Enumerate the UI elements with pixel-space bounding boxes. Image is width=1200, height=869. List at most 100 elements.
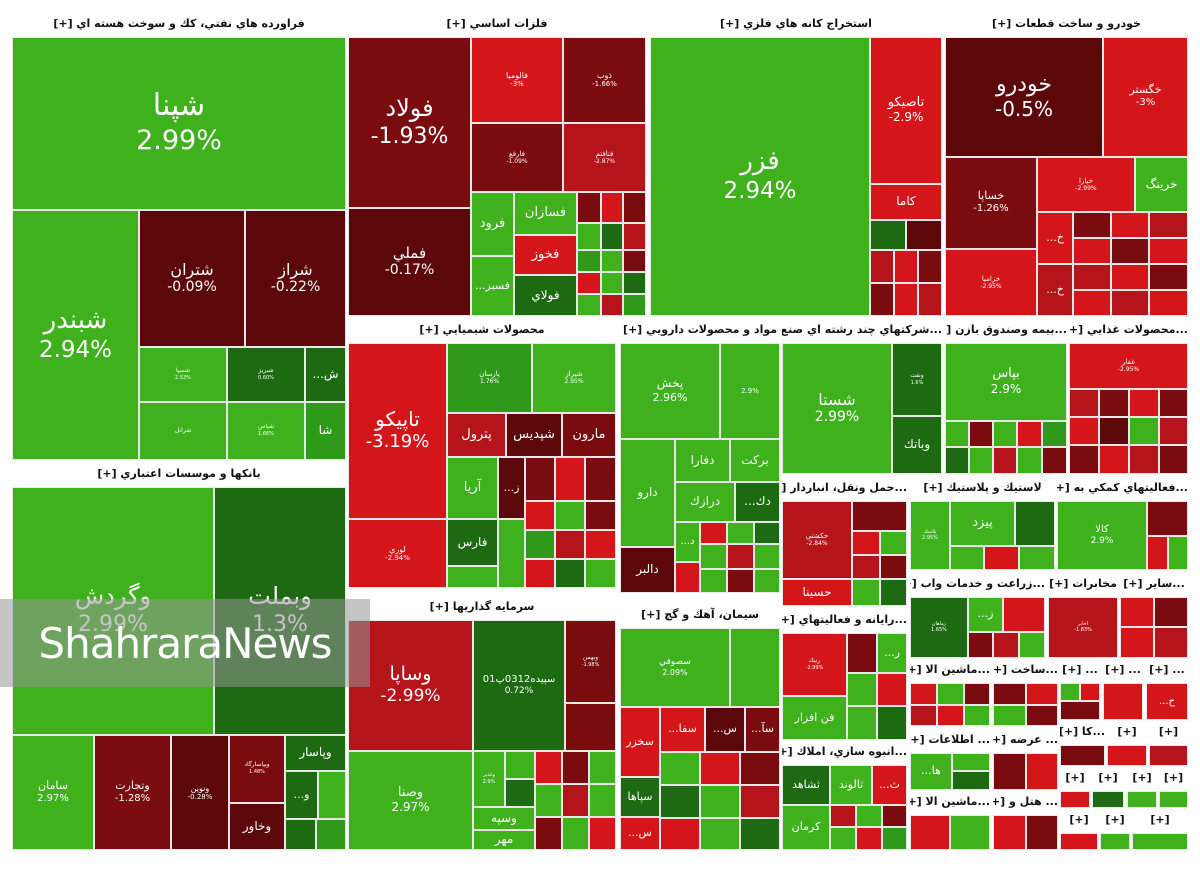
stock-tile[interactable] [877,706,907,740]
stock-tile[interactable]: شبندر 2.94% [12,210,139,460]
stock-tile[interactable]: ز... [968,597,1003,632]
stock-tile[interactable]: پترول [447,413,506,457]
stock-tile[interactable] [447,566,498,588]
stock-tile[interactable] [1026,815,1058,850]
stock-tile[interactable]: رنيك -2.99% [782,633,847,696]
stock-tile[interactable] [852,501,907,531]
stock-tile[interactable] [601,192,623,223]
stock-tile[interactable]: 2.9% [720,343,780,439]
stock-tile[interactable]: وبهمن -1.98% [565,620,616,703]
stock-tile[interactable] [700,544,727,569]
stock-tile[interactable] [945,421,969,447]
stock-tile[interactable]: سپاها [620,777,660,817]
stock-tile[interactable] [1129,417,1159,445]
stock-tile[interactable] [1080,683,1100,701]
stock-tile[interactable] [969,447,993,474]
stock-tile[interactable]: پلاسك 2.95% [910,501,950,570]
stock-tile[interactable]: فن افزار [782,696,847,740]
stock-tile[interactable] [918,283,942,316]
stock-tile[interactable] [498,519,525,588]
stock-tile[interactable] [968,632,993,658]
stock-tile[interactable] [660,818,700,850]
stock-tile[interactable] [555,501,585,530]
stock-tile[interactable]: س... [705,707,745,752]
stock-tile[interactable] [984,546,1019,570]
stock-tile[interactable] [1111,290,1149,316]
stock-tile[interactable]: خودرو -0.5% [945,37,1103,157]
stock-tile[interactable] [918,250,942,283]
stock-tile[interactable] [882,805,907,827]
stock-tile[interactable]: خپارا -2.99% [1037,157,1135,212]
stock-tile[interactable] [623,223,646,250]
sector-title-expand[interactable]: [+] [1158,725,1179,738]
stock-tile[interactable] [880,555,907,579]
stock-tile[interactable]: وصنا 2.97% [348,751,473,850]
stock-tile[interactable] [1149,212,1188,238]
stock-tile[interactable] [754,569,780,593]
sector-title-expand[interactable]: ... اطلاعات [+] [910,733,990,746]
stock-tile[interactable]: وباتك [892,416,942,474]
stock-tile[interactable] [740,752,780,785]
stock-tile[interactable] [1073,212,1111,238]
stock-tile[interactable]: لوري -2.94% [348,519,447,588]
stock-tile[interactable] [847,673,877,706]
stock-tile[interactable] [1129,389,1159,417]
stock-tile[interactable]: ثالوند [830,765,872,805]
stock-tile[interactable]: سآ... [745,707,780,752]
stock-tile[interactable]: شستا 2.99% [782,343,892,474]
sector-title-expand[interactable]: ... عرضه [+] [993,733,1058,746]
stock-tile[interactable]: شبريز 0.60% [227,347,305,402]
stock-tile[interactable] [601,223,623,250]
stock-tile[interactable] [562,784,589,817]
stock-tile[interactable] [993,683,1026,705]
stock-tile[interactable]: وتجارت -1.28% [94,735,171,850]
stock-tile[interactable] [969,421,993,447]
sector-title-expand[interactable]: ...شركتهاي چند رشته اي صنع [+] [782,323,942,336]
stock-tile[interactable] [852,531,880,555]
stock-tile[interactable] [285,819,316,850]
sector-title-expand[interactable]: ...حمل ونقل، انباردار [+] [782,481,907,494]
stock-tile[interactable]: وغدير 2.9% [473,751,505,807]
stock-tile[interactable]: آريا [447,457,498,519]
stock-tile[interactable] [993,421,1017,447]
stock-tile[interactable] [740,785,780,818]
stock-tile[interactable] [585,559,616,588]
sector-title-expand[interactable]: ...محصولات غذايي [+] [1069,323,1188,336]
stock-tile[interactable]: و... [285,771,318,819]
stock-tile[interactable]: غفار -2.95% [1069,343,1188,389]
stock-tile[interactable]: سفا... [660,707,705,752]
stock-tile[interactable] [877,673,907,706]
sector-title-expand[interactable]: [+] [1150,813,1170,826]
stock-tile[interactable] [993,705,1026,726]
stock-tile[interactable]: فسبز... [471,256,514,316]
stock-tile[interactable] [555,559,585,588]
sector-title-expand[interactable]: ...زراعت و خدمات واب [+] [910,577,1045,590]
stock-tile[interactable] [1120,627,1154,658]
sector-title-expand[interactable]: ...بيمه وصندوق بازن [+] [945,323,1067,336]
sector-title-expand[interactable]: فراورده هاي نفتي، كك و سوخت هسته اي [+] [53,17,305,30]
stock-tile[interactable]: دارو [620,439,675,547]
stock-tile[interactable] [847,633,877,673]
stock-tile[interactable] [623,192,646,223]
stock-tile[interactable] [1026,705,1058,726]
stock-tile[interactable] [700,785,740,818]
stock-tile[interactable] [950,815,990,850]
stock-tile[interactable]: پارسان 1.76% [447,343,532,413]
stock-tile[interactable]: وسپه [473,807,535,830]
stock-tile[interactable] [952,753,990,771]
sector-title-expand[interactable]: [+] [1098,771,1118,784]
stock-tile[interactable] [535,784,562,817]
stock-tile[interactable] [1026,683,1058,705]
stock-tile[interactable]: فالوميا -3% [471,37,563,123]
stock-tile[interactable] [856,805,882,827]
stock-tile[interactable] [700,522,727,544]
stock-tile[interactable]: اخابر -1.83% [1048,597,1118,658]
stock-tile[interactable] [993,632,1019,658]
stock-tile[interactable]: دك... [735,482,780,522]
sector-title-expand[interactable]: [+] [1065,771,1085,784]
stock-tile[interactable] [1159,791,1188,808]
sector-title-expand[interactable]: ...كا [+] [1060,725,1105,738]
stock-tile[interactable]: فزر 2.94% [650,37,870,316]
stock-tile[interactable] [585,457,616,501]
sector-title-expand[interactable]: ...ماشين الا [+] [910,663,990,676]
